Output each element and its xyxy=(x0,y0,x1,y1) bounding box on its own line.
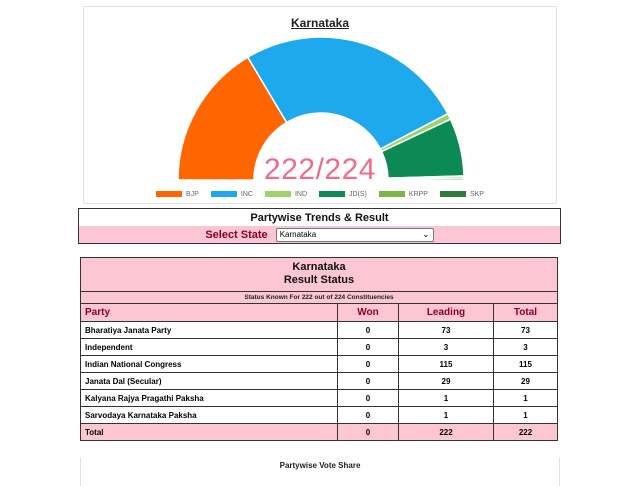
total-label: Total xyxy=(80,423,338,441)
won-count: 0 xyxy=(337,372,399,390)
result-header: Karnataka Result Status xyxy=(80,257,558,292)
table-row: Janata Dal (Secular) 0 29 29 xyxy=(80,372,558,390)
table-row: Sarvodaya Karnataka Paksha 0 1 1 xyxy=(80,406,558,424)
trends-title: Partywise Trends & Result xyxy=(250,212,389,224)
table-row: Bharatiya Janata Party 0 73 73 xyxy=(80,321,558,339)
seats-known-label: 222/224 xyxy=(264,153,376,186)
party-name: Sarvodaya Karnataka Paksha xyxy=(80,406,338,424)
party-name: Indian National Congress xyxy=(80,355,338,373)
chart-legend: BJP INC IND JD(S) KRPP SKP xyxy=(84,188,556,200)
legend-swatch xyxy=(439,191,466,197)
state-select-row: Select State Karnataka ⌄ xyxy=(79,226,560,243)
won-count: 0 xyxy=(337,406,399,424)
vote-share-section: Partywise Vote Share xyxy=(80,457,560,486)
total-count: 73 xyxy=(493,321,558,339)
party-name: Janata Dal (Secular) xyxy=(80,372,338,390)
won-count: 0 xyxy=(337,338,399,356)
total-won: 0 xyxy=(337,423,399,441)
won-count: 0 xyxy=(337,321,399,339)
total-count: 115 xyxy=(493,355,558,373)
legend-label: SKP xyxy=(469,190,484,198)
result-heading: Result Status xyxy=(283,274,355,286)
party-name: Kalyana Rajya Pragathi Paksha xyxy=(80,389,338,407)
seat-chart-card: Karnataka 222/224 BJP INC IND JD(S) KRPP SKP xyxy=(83,6,557,204)
total-count: 3 xyxy=(493,338,558,356)
legend-swatch xyxy=(210,191,237,197)
result-table: Karnataka Result Status Status Known For… xyxy=(80,257,558,441)
table-row: Independent 0 3 3 xyxy=(80,338,558,356)
legend-label: JD(S) xyxy=(349,190,367,198)
total-total: 222 xyxy=(493,423,558,441)
legend-swatch xyxy=(378,191,405,197)
legend-label: INC xyxy=(240,190,253,198)
status-known-text: Status Known For 222 out of 224 Constitu… xyxy=(80,291,558,304)
chevron-down-icon: ⌄ xyxy=(422,229,430,239)
result-rows: Bharatiya Janata Party 0 73 73 Independent 0 3… xyxy=(80,321,558,424)
legend-swatch xyxy=(156,191,183,197)
leading-count: 1 xyxy=(398,406,494,424)
legend-label: BJP xyxy=(186,190,199,198)
legend-item: KRPP xyxy=(378,190,428,198)
leading-count: 115 xyxy=(398,355,494,373)
legend-item: IND xyxy=(264,190,307,198)
table-header-row: Party Won Leading Total xyxy=(80,303,558,322)
seat-gauge-chart xyxy=(177,36,465,181)
select-state-label: Select State xyxy=(205,228,268,241)
result-status-panel: Karnataka Result Status Status Known For… xyxy=(80,257,558,441)
leading-count: 29 xyxy=(398,372,494,390)
column-header-won: Won xyxy=(337,303,399,322)
party-name: Bharatiya Janata Party xyxy=(80,321,338,339)
table-row: Indian National Congress 0 115 115 xyxy=(80,355,558,373)
legend-item: SKP xyxy=(439,190,484,198)
column-header-leading: Leading xyxy=(398,303,494,322)
state-dropdown-value: Karnataka xyxy=(279,230,317,239)
party-name: Independent xyxy=(80,338,338,356)
leading-count: 3 xyxy=(398,338,494,356)
partywise-trends-panel: Partywise Trends & Result Select State K… xyxy=(78,208,561,244)
legend-label: IND xyxy=(294,190,307,198)
legend-item: JD(S) xyxy=(319,191,367,198)
won-count: 0 xyxy=(337,355,399,373)
legend-item: INC xyxy=(210,190,253,198)
gauge-slice-inc[interactable] xyxy=(246,36,449,151)
total-row: Total 0 222 222 xyxy=(80,423,558,441)
legend-item: BJP xyxy=(156,191,199,198)
total-count: 1 xyxy=(493,389,558,407)
legend-label: KRPP xyxy=(408,190,428,198)
legend-swatch xyxy=(319,191,345,197)
total-count: 29 xyxy=(493,372,558,390)
column-header-party: Party xyxy=(80,303,338,322)
total-count: 1 xyxy=(493,406,558,424)
table-row: Kalyana Rajya Pragathi Paksha 0 1 1 xyxy=(80,389,558,407)
won-count: 0 xyxy=(337,389,399,407)
total-leading: 222 xyxy=(398,423,494,441)
chart-title: Karnataka xyxy=(290,16,350,30)
vote-share-title: Partywise Vote Share xyxy=(279,461,361,470)
leading-count: 1 xyxy=(398,389,494,407)
legend-swatch xyxy=(264,191,291,197)
gauge-slice-skp[interactable] xyxy=(387,177,465,181)
state-dropdown[interactable]: Karnataka ⌄ xyxy=(275,227,434,242)
column-header-total: Total xyxy=(493,303,558,322)
leading-count: 73 xyxy=(398,321,494,339)
result-state-name: Karnataka xyxy=(292,261,346,273)
